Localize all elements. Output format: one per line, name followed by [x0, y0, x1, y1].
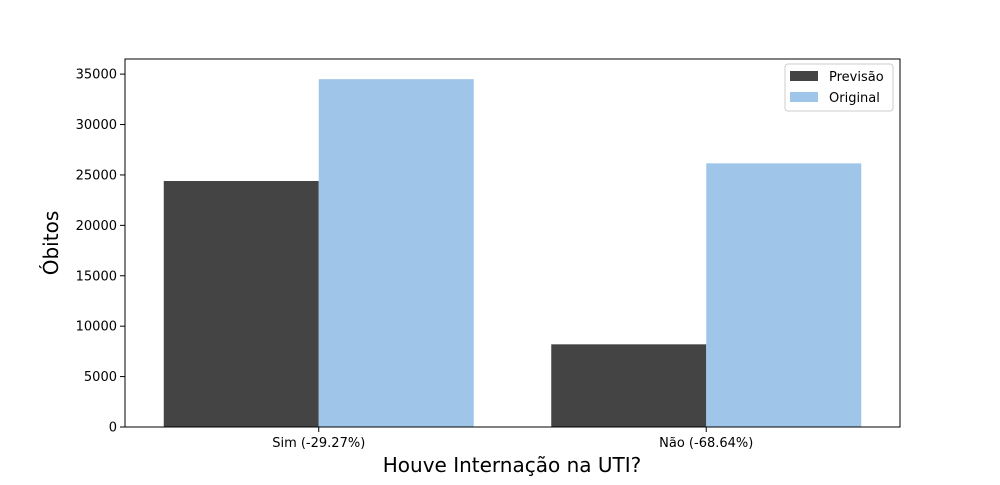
y-tick-label: 0: [109, 421, 117, 436]
plot-frame: [124, 58, 901, 428]
y-tick-label: 35000: [76, 68, 117, 83]
x-tick-label: Sim (-29.27%): [272, 436, 365, 451]
legend-swatch: [790, 92, 818, 102]
y-axis: 0 5000 10000 15000 20000 25000 30000 35000: [76, 68, 125, 436]
bar-previs-o-0: [163, 180, 319, 427]
y-tick-label: 30000: [76, 118, 117, 133]
legend-swatch: [790, 71, 818, 81]
bar-original-1: [706, 163, 862, 427]
bars-group: [163, 79, 862, 428]
y-tick-label: 25000: [76, 168, 117, 183]
bar-previs-o-1: [551, 344, 707, 427]
legend-label: Previsão: [829, 70, 884, 85]
x-axis-label: Houve Internação na UTI?: [383, 453, 641, 477]
y-tick-label: 10000: [76, 320, 117, 335]
y-tick-label: 20000: [76, 219, 117, 234]
legend: Previsão Original: [784, 63, 894, 112]
y-tick-label: 15000: [76, 269, 117, 284]
y-axis-label: Óbitos: [39, 211, 63, 276]
x-axis: Sim (-29.27%) Não (-68.64%): [272, 427, 753, 451]
x-tick-label: Não (-68.64%): [659, 436, 753, 451]
bar-original-0: [318, 79, 474, 428]
legend-label: Original: [829, 91, 880, 106]
y-tick-label: 5000: [84, 370, 117, 385]
